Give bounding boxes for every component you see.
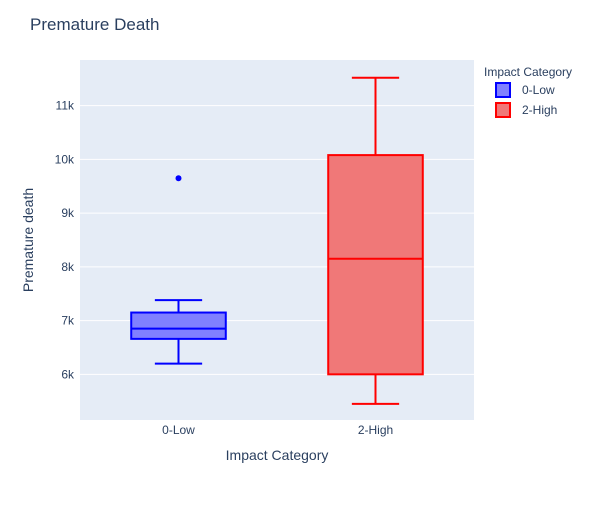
box-0-Low [130,175,227,365]
y-axis-title: Premature death [20,188,36,292]
y-tick-label: 6k [61,367,75,381]
box-2-High [327,76,424,405]
legend-label: 2-High [522,103,557,117]
legend-title: Impact Category [484,65,572,79]
box-iqr [327,154,424,376]
chart-title: Premature Death [30,15,159,34]
outlier-point [175,175,182,182]
legend-label: 0-Low [522,83,555,97]
y-tick-label: 11k [56,99,75,113]
box-iqr [130,311,227,340]
y-axis-ticks: 6k 7k 8k 9k 10k 11k [55,99,75,382]
boxes [130,76,424,405]
y-tick-label: 10k [55,152,75,166]
x-axis-ticks: 0-Low 2-High [162,423,393,437]
x-tick-label: 2-High [358,423,393,437]
y-tick-label: 9k [61,206,75,220]
y-tick-label: 7k [61,314,75,328]
x-tick-label: 0-Low [162,423,195,437]
legend: Impact Category 0-Low 2-High [484,65,572,118]
x-axis-title: Impact Category [226,447,329,463]
legend-swatch [495,82,511,98]
legend-swatch [495,102,511,118]
y-tick-label: 8k [61,260,75,274]
